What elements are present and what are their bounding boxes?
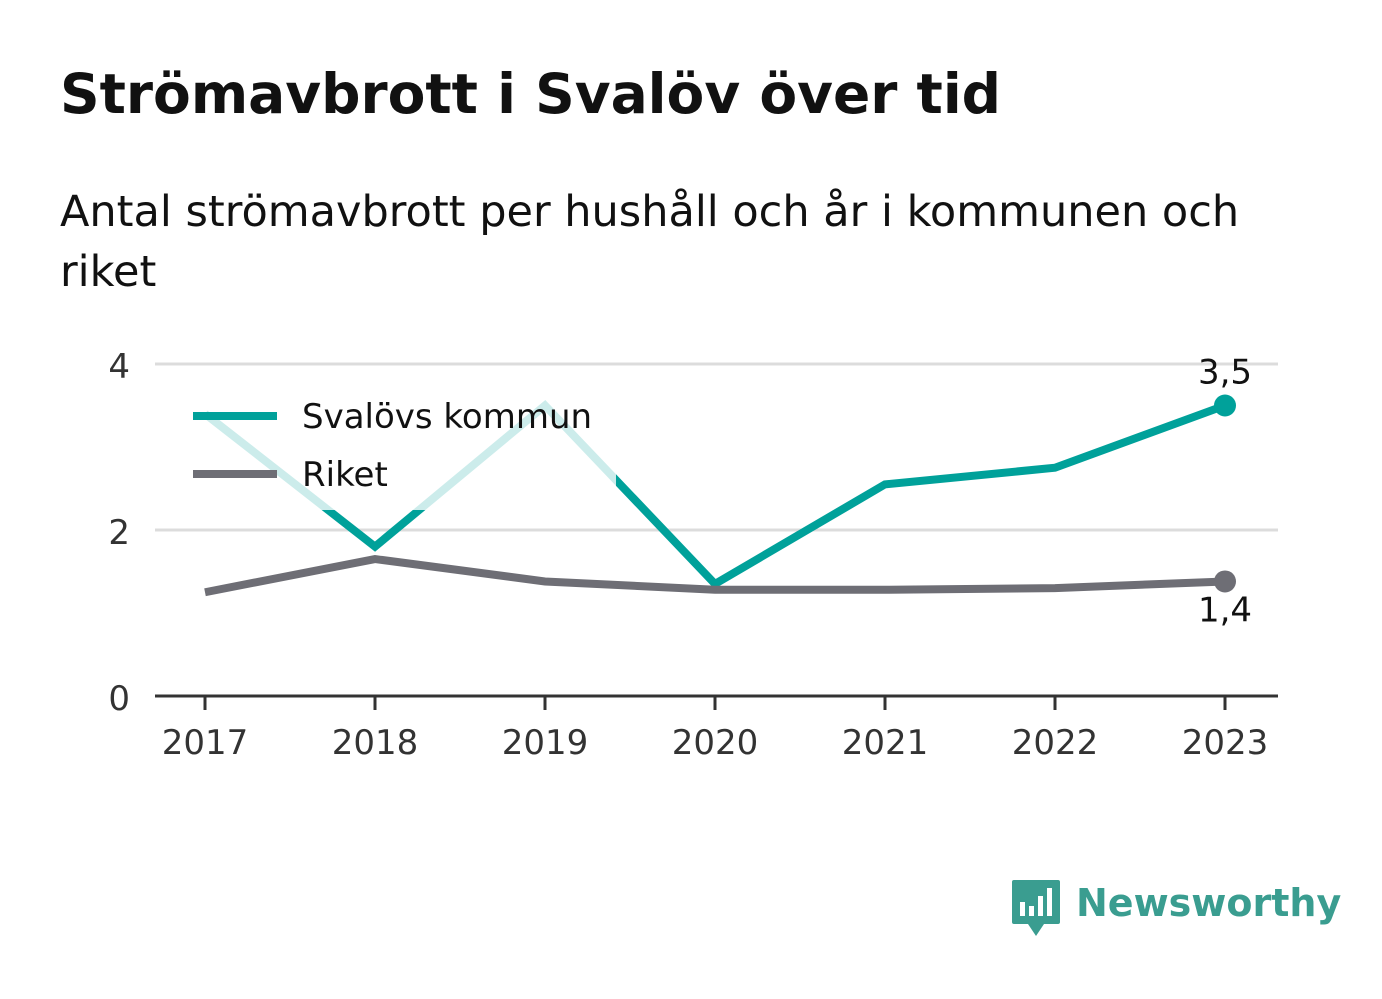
legend-label: Svalövs kommun bbox=[302, 397, 592, 437]
newsworthy-logo-icon bbox=[1012, 880, 1060, 936]
chart-title: Strömavbrott i Svalöv över tid bbox=[60, 62, 1002, 126]
x-tick-label: 2022 bbox=[1012, 723, 1099, 763]
series-end-point bbox=[1214, 394, 1236, 417]
x-tick-label: 2020 bbox=[672, 723, 759, 763]
y-tick-label: 2 bbox=[108, 513, 130, 553]
legend-label: Riket bbox=[302, 455, 388, 495]
data-label: 1,4 bbox=[1198, 590, 1252, 630]
chart-subtitle: Antal strömavbrott per hushåll och år i … bbox=[60, 187, 1240, 297]
series-line bbox=[202, 400, 1227, 590]
brand-logo: Newsworthy bbox=[1010, 878, 1341, 940]
y-tick-label: 0 bbox=[108, 679, 130, 719]
x-tick-label: 2018 bbox=[332, 723, 419, 763]
data-labels: 3,5 1,4 bbox=[1198, 353, 1252, 631]
x-tick-label: 2021 bbox=[842, 723, 929, 763]
series-line bbox=[204, 554, 1226, 597]
y-tick-label: 4 bbox=[108, 347, 130, 387]
legend: Svalövs kommun Riket bbox=[188, 392, 616, 510]
brand-name: Newsworthy bbox=[1076, 881, 1342, 925]
x-tick-label: 2017 bbox=[162, 723, 249, 763]
axes: 0 2 4 2017 2018 2019 2020 2021 2022 2023 bbox=[108, 347, 1278, 763]
x-tick-label: 2023 bbox=[1182, 723, 1269, 763]
data-label: 3,5 bbox=[1198, 353, 1252, 393]
legend-background bbox=[188, 392, 616, 510]
gridlines bbox=[155, 362, 1278, 532]
series-end-point bbox=[1214, 570, 1236, 593]
x-tick-label: 2019 bbox=[502, 723, 589, 763]
series-lines bbox=[202, 394, 1236, 597]
